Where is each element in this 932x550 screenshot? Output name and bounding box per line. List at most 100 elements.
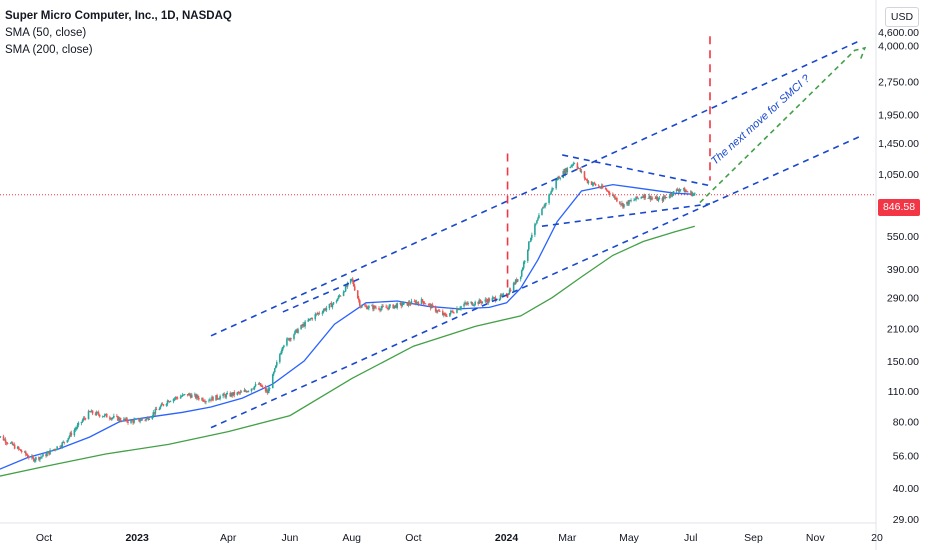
- candle-body: [678, 189, 681, 192]
- price-axis[interactable]: 4,600.004,000.00 2,750.00 1,950.00 1,450.00…: [878, 27, 919, 526]
- candle-body: [606, 190, 609, 192]
- candle-body: [17, 446, 20, 449]
- candle-body: [195, 394, 197, 399]
- candle-body: [138, 418, 140, 422]
- candle-body: [658, 198, 661, 199]
- candle-body: [590, 181, 593, 185]
- candle-body: [183, 394, 186, 395]
- candle-body: [657, 198, 660, 201]
- candle-body: [274, 365, 277, 369]
- candle-body: [146, 417, 149, 419]
- candle-body: [288, 338, 290, 341]
- candle-body: [402, 302, 405, 305]
- candle-body: [297, 329, 299, 333]
- candle-body: [677, 190, 680, 192]
- currency-button[interactable]: USD: [885, 7, 919, 27]
- candle-body: [329, 303, 332, 304]
- candle-body: [485, 299, 488, 301]
- candle-body: [287, 338, 289, 340]
- candle-body: [11, 442, 14, 446]
- candle-body: [261, 386, 264, 388]
- time-tick-label: Mar: [558, 532, 577, 544]
- price-tick-label: 56.00: [893, 451, 919, 463]
- candle-body: [597, 185, 600, 187]
- candle-body: [531, 234, 533, 238]
- candle-body: [338, 295, 341, 297]
- candle-body: [243, 390, 246, 392]
- candle-body: [166, 400, 169, 404]
- candle-body: [181, 394, 184, 397]
- candle-body: [24, 451, 27, 455]
- candle-body: [134, 418, 136, 420]
- candle-body: [349, 278, 352, 283]
- candle-body: [542, 206, 544, 209]
- candle-body: [152, 412, 155, 416]
- candle-body: [260, 386, 263, 387]
- candle-body: [201, 398, 203, 400]
- candle-body: [294, 330, 296, 335]
- candle-body: [601, 185, 604, 189]
- candle-body: [371, 305, 373, 307]
- candle-body: [500, 294, 503, 296]
- candle-body: [434, 306, 437, 312]
- candle-body: [623, 204, 625, 208]
- trendline-dashed[interactable]: [210, 40, 861, 337]
- candle-body: [487, 298, 490, 303]
- candle-body: [87, 411, 90, 420]
- symbol-title[interactable]: Super Micro Computer, Inc., 1D, NASDAQ: [5, 10, 232, 22]
- candle-body: [409, 304, 412, 305]
- current-price-tag: 846.58: [878, 199, 920, 216]
- candle-body: [94, 413, 97, 415]
- candle-body: [644, 194, 647, 199]
- candle-body: [266, 390, 269, 394]
- candle-body: [465, 302, 467, 304]
- candle-body: [538, 215, 540, 219]
- candle-body: [189, 395, 192, 398]
- candle-body: [393, 306, 396, 309]
- time-tick-label: Nov: [806, 532, 825, 544]
- trendline-dashed[interactable]: [210, 135, 861, 429]
- trendline-dashed[interactable]: [282, 277, 362, 313]
- candle-body: [140, 419, 142, 421]
- indicator-sma200-label[interactable]: SMA (200, close): [5, 44, 93, 56]
- candle-body: [98, 414, 101, 417]
- candle-body: [264, 386, 267, 392]
- candle-body: [456, 308, 458, 313]
- sma50-layer: [0, 183, 695, 470]
- time-axis[interactable]: Oct 2023 Apr Jun Aug Oct 2024 Mar May Jul Sep Nov 20: [36, 532, 883, 544]
- indicator-sma50-label[interactable]: SMA (50, close): [5, 27, 87, 39]
- trendline-dashed[interactable]: [562, 154, 711, 187]
- candle-body: [62, 441, 65, 443]
- candle-body: [378, 307, 380, 310]
- candle-body: [76, 425, 79, 429]
- candle-body: [477, 301, 480, 304]
- candle-body: [31, 456, 33, 458]
- candle-body: [471, 302, 473, 306]
- candle-body: [399, 302, 402, 304]
- candle-body: [512, 283, 515, 292]
- candle-body: [145, 418, 148, 421]
- candle-body: [520, 270, 523, 277]
- candle-body: [40, 456, 42, 458]
- sma200-line: [0, 225, 695, 477]
- candle-body: [28, 457, 30, 458]
- candle-body: [169, 401, 172, 403]
- candle-body: [559, 178, 561, 179]
- candle-body: [535, 223, 537, 225]
- projection-path[interactable]: [699, 46, 867, 204]
- candle-body: [578, 168, 581, 169]
- candle-body: [303, 324, 305, 327]
- candle-body: [630, 200, 632, 202]
- candle-body: [593, 182, 596, 184]
- candle-body: [536, 220, 538, 224]
- candle-body: [686, 191, 689, 193]
- candle-body: [395, 304, 398, 308]
- candle-body: [33, 458, 35, 462]
- candle-body: [563, 171, 566, 175]
- candle-body: [282, 347, 284, 350]
- candle-body: [558, 176, 560, 179]
- candle-body: [643, 194, 646, 198]
- candle-body: [619, 201, 621, 204]
- candle-body: [20, 451, 23, 452]
